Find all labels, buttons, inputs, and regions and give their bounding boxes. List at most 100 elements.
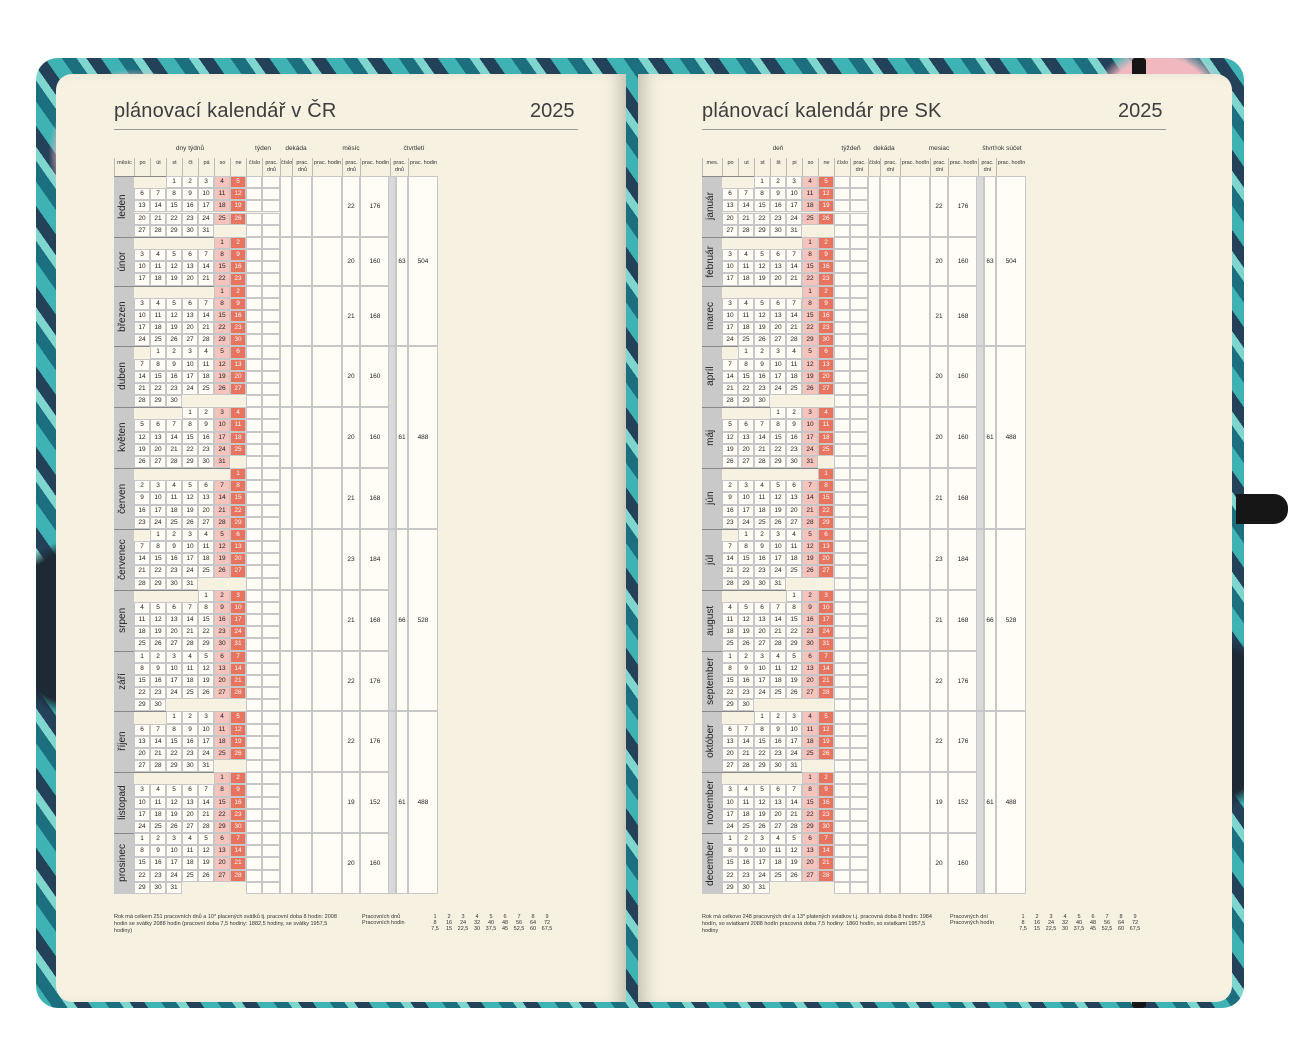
- column-header-label: ut: [738, 158, 754, 176]
- decade-cell: [868, 589, 880, 651]
- week-workdays-cell: [850, 541, 868, 554]
- day-cell: 19: [182, 504, 198, 517]
- day-cell: 24: [786, 212, 802, 225]
- day-cell: 18: [770, 674, 786, 688]
- quarter-workhours: 504: [996, 176, 1026, 347]
- day-cell: 5: [786, 650, 802, 663]
- day-cell: 1: [802, 285, 818, 298]
- day-cell: 28: [150, 760, 166, 773]
- day-cell: 15: [182, 431, 198, 444]
- decade-hours-cell: [900, 407, 930, 469]
- column-header-label: so: [802, 158, 818, 176]
- week-workdays-cell: [850, 261, 868, 274]
- decade-workdays-cell: [292, 468, 312, 529]
- day-cell: 6: [818, 346, 834, 359]
- day-cell: 30: [754, 577, 770, 590]
- day-cell: 10: [754, 845, 770, 858]
- column-header-label: pá: [198, 158, 214, 176]
- column-group-label: dekáda: [285, 145, 307, 152]
- day-cell: 11: [770, 662, 786, 675]
- day-cell: 20: [818, 553, 834, 566]
- week-workdays-cell: [262, 577, 280, 590]
- day-cell: 27: [214, 869, 230, 882]
- day-cell: 21: [754, 443, 770, 456]
- day-cell: 2: [738, 833, 754, 846]
- month-workdays: 21: [930, 589, 948, 651]
- day-cell: 22: [198, 626, 214, 639]
- row-label: Pracovných hodín: [950, 920, 995, 926]
- week-number-cell: [246, 176, 262, 189]
- week-workdays-cell: [850, 431, 868, 444]
- column-header-label: prac. hodín: [900, 158, 930, 176]
- day-cell: 13: [198, 492, 214, 505]
- day-cell: 4: [770, 650, 786, 663]
- day-cell: 30: [182, 224, 198, 237]
- decade-cell: [280, 285, 292, 347]
- day-cell: 5: [214, 528, 230, 542]
- day-cell: 20: [738, 443, 754, 456]
- decade-workdays-cell: [292, 833, 312, 894]
- day-cell: 25: [166, 516, 182, 529]
- day-cell: 7: [150, 723, 166, 736]
- day-cell: 21: [738, 212, 754, 225]
- decade-workdays-cell: [880, 407, 900, 469]
- decade-workdays-cell: [880, 589, 900, 651]
- day-cell: 15: [754, 735, 770, 748]
- day-cell: 18: [166, 504, 182, 517]
- day-cell: 5: [802, 346, 818, 359]
- day-cell: 22: [738, 382, 754, 396]
- table-hours: 22,5: [1045, 926, 1057, 932]
- week-workdays-cell: [850, 224, 868, 237]
- week-workdays-cell: [262, 808, 280, 821]
- week-workdays-cell: [262, 796, 280, 809]
- day-cell: 25: [738, 334, 754, 347]
- table-hours: 52,5: [1101, 926, 1113, 932]
- day-cell: 31: [802, 455, 818, 469]
- day-cell: 23: [818, 322, 834, 335]
- day-cell: 12: [738, 614, 754, 627]
- decade-hours-cell: [900, 772, 930, 834]
- week-number-cell: [246, 236, 262, 249]
- day-cell: 13: [166, 614, 182, 627]
- day-cell: 17: [770, 553, 786, 566]
- day-cell: 6: [134, 723, 150, 736]
- week-number-cell: [246, 443, 262, 456]
- decade-cell: [280, 711, 292, 773]
- day-cell: 16: [134, 504, 150, 517]
- day-cell: 6: [182, 249, 198, 262]
- day-cell: 3: [770, 346, 786, 359]
- day-cell: 10: [182, 358, 198, 371]
- day-cell: 16: [150, 857, 166, 870]
- page-year: 2025: [1118, 100, 1163, 122]
- day-cell: 22: [802, 273, 818, 286]
- day-cell: 4: [134, 601, 150, 615]
- day-cell: 3: [786, 176, 802, 189]
- column-header-label: prac. dnů: [342, 158, 360, 176]
- table-hours: 22,5: [457, 926, 469, 932]
- day-cell: 20: [214, 674, 230, 688]
- week-number-cell: [834, 273, 850, 286]
- day-cell: 16: [182, 735, 198, 748]
- month-name: květen: [117, 422, 128, 453]
- week-number-cell: [834, 176, 850, 189]
- week-number-cell: [834, 419, 850, 432]
- table-days: 56: [515, 920, 523, 926]
- week-workdays-cell: [850, 346, 868, 359]
- table-number: 6: [1091, 914, 1095, 920]
- week-workdays-cell: [262, 358, 280, 371]
- day-cell: 18: [818, 431, 834, 444]
- day-cell: 30: [770, 224, 786, 237]
- day-cell: 21: [198, 808, 214, 821]
- day-cell: 27: [722, 224, 738, 237]
- day-cell: 20: [770, 808, 786, 821]
- week-workdays-cell: [262, 249, 280, 262]
- day-cell: 7: [818, 833, 834, 846]
- week-number-cell: [246, 650, 262, 663]
- day-cell: 6: [722, 723, 738, 736]
- day-cell: 4: [754, 480, 770, 493]
- day-cell: 4: [182, 833, 198, 846]
- day-cell: 17: [738, 504, 754, 517]
- day-cell: 7: [786, 249, 802, 262]
- column-header: st: [754, 158, 770, 176]
- table-hours: 15: [1033, 926, 1041, 932]
